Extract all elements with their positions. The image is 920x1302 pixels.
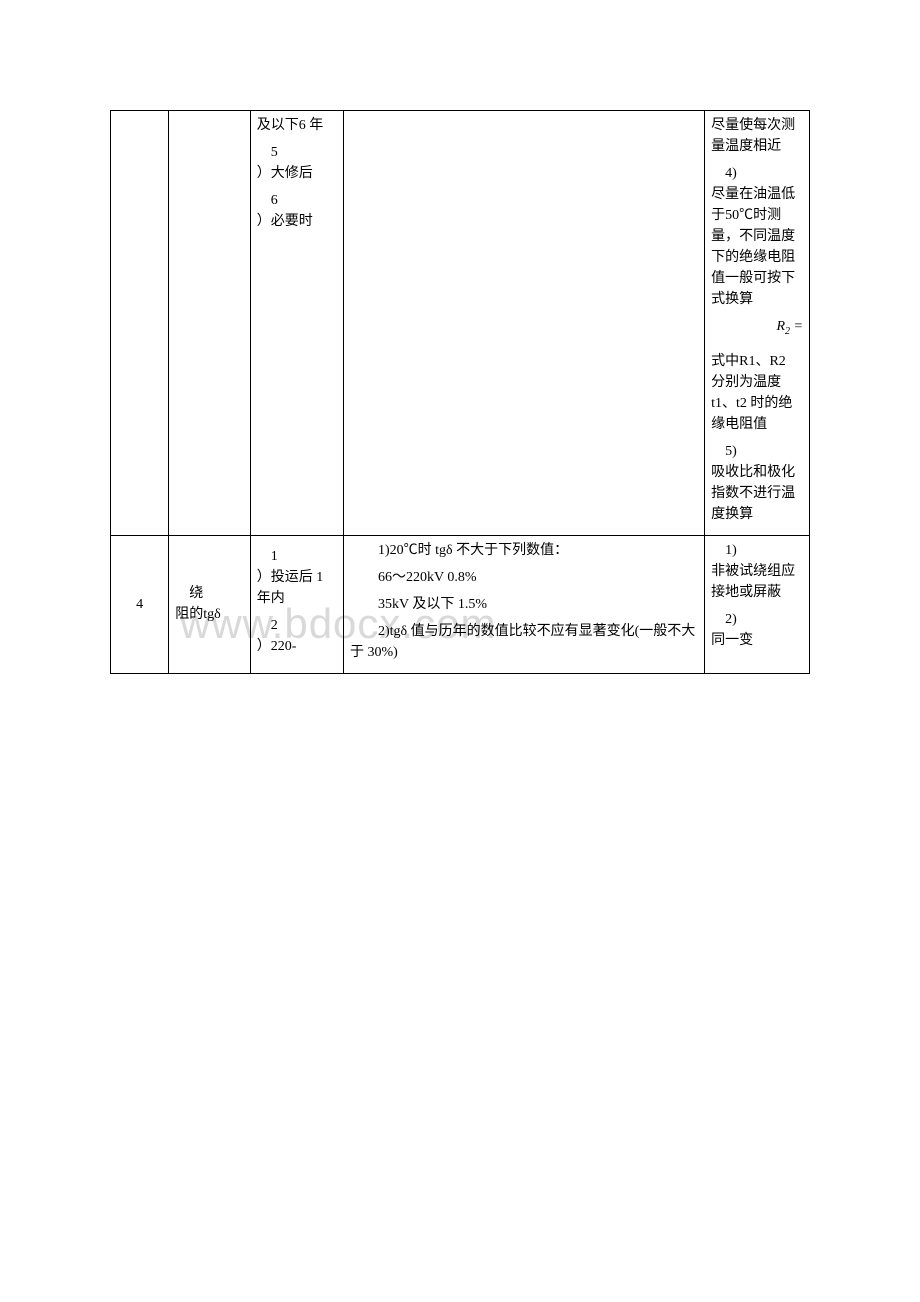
cell-r2-c4: 1) 非被试绕组应接地或屏蔽 2) 同一变 <box>705 535 810 673</box>
text-span: 5 <box>257 145 278 160</box>
text-block: 1 ）投运后 1 年内 <box>257 546 337 609</box>
page-content: 及以下6 年 5 ）大修后 6 ）必要时 尽量使每次测量温度相近 4) 尽量在油温低于… <box>0 0 920 714</box>
table-row: 4 绕阻的tgδ 1 ）投运后 1 年内 2 ）220- 1)20℃时 tgδ 不大… <box>111 535 810 673</box>
text-block: 1) 非被试绕组应接地或屏蔽 <box>711 540 803 603</box>
text-block: 66～220kV 0.8% <box>350 567 698 588</box>
text-block: 2) 同一变 <box>711 609 803 651</box>
text-span: 6 <box>257 193 278 208</box>
text-span: ）220- <box>257 639 297 654</box>
text-span: ）大修后 <box>257 166 313 181</box>
text-span: 1 <box>257 549 278 564</box>
text-span: 1) <box>711 543 737 558</box>
text-block: 5 ）大修后 <box>257 142 337 184</box>
text-span: 2 <box>257 618 278 633</box>
text-span: ）投运后 1 年内 <box>257 570 324 606</box>
text-block: 式中R1、R2 分别为温度 t1、t2 时的绝缘电阻值 <box>711 351 803 435</box>
text-block: 2)tgδ 值与历年的数值比较不应有显著变化(一般不大于 30%) <box>350 621 698 663</box>
formula-eq: = <box>790 319 803 334</box>
text-span: ）必要时 <box>257 214 313 229</box>
text-block: 及以下6 年 <box>257 115 337 136</box>
text-span: 尽量在油温低于50℃时测量，不同温度下的绝缘电阻值一般可按下式换算 <box>711 187 795 307</box>
cell-r2-c0: 4 <box>111 535 169 673</box>
cell-r1-c1 <box>169 111 251 536</box>
text-span: 绕 <box>175 586 203 601</box>
text-block: 2 ）220- <box>257 615 337 657</box>
text-span: 非被试绕组应接地或屏蔽 <box>711 564 795 600</box>
data-table: 及以下6 年 5 ）大修后 6 ）必要时 尽量使每次测量温度相近 4) 尽量在油温低于… <box>110 110 810 674</box>
formula-text: R2 = <box>711 316 803 339</box>
formula-var: R <box>776 319 785 334</box>
text-block: 1)20℃时 tgδ 不大于下列数值： <box>350 540 698 561</box>
text-span: 吸收比和极化指数不进行温度换算 <box>711 465 795 522</box>
cell-r2-c3: 1)20℃时 tgδ 不大于下列数值： 66～220kV 0.8% 35kV 及… <box>343 535 704 673</box>
text-span: 2) <box>711 612 737 627</box>
cell-r1-c4: 尽量使每次测量温度相近 4) 尽量在油温低于50℃时测量，不同温度下的绝缘电阻值一… <box>705 111 810 536</box>
text-span: 阻的tgδ <box>175 607 221 622</box>
cell-r1-c2: 及以下6 年 5 ）大修后 6 ）必要时 <box>250 111 343 536</box>
table-row: 及以下6 年 5 ）大修后 6 ）必要时 尽量使每次测量温度相近 4) 尽量在油温低于… <box>111 111 810 536</box>
text-block: 尽量使每次测量温度相近 <box>711 115 803 157</box>
text-span: 5) <box>711 444 737 459</box>
cell-r1-c3 <box>343 111 704 536</box>
cell-r2-c1: 绕阻的tgδ <box>169 535 251 673</box>
text-block: 6 ）必要时 <box>257 190 337 232</box>
text-block: 35kV 及以下 1.5% <box>350 594 698 615</box>
text-block: 4) 尽量在油温低于50℃时测量，不同温度下的绝缘电阻值一般可按下式换算 <box>711 163 803 310</box>
text-block: 5) 吸收比和极化指数不进行温度换算 <box>711 441 803 525</box>
text-span: 4) <box>711 166 737 181</box>
cell-r1-c0 <box>111 111 169 536</box>
text-span: 同一变 <box>711 633 753 648</box>
cell-r2-c2: 1 ）投运后 1 年内 2 ）220- <box>250 535 343 673</box>
